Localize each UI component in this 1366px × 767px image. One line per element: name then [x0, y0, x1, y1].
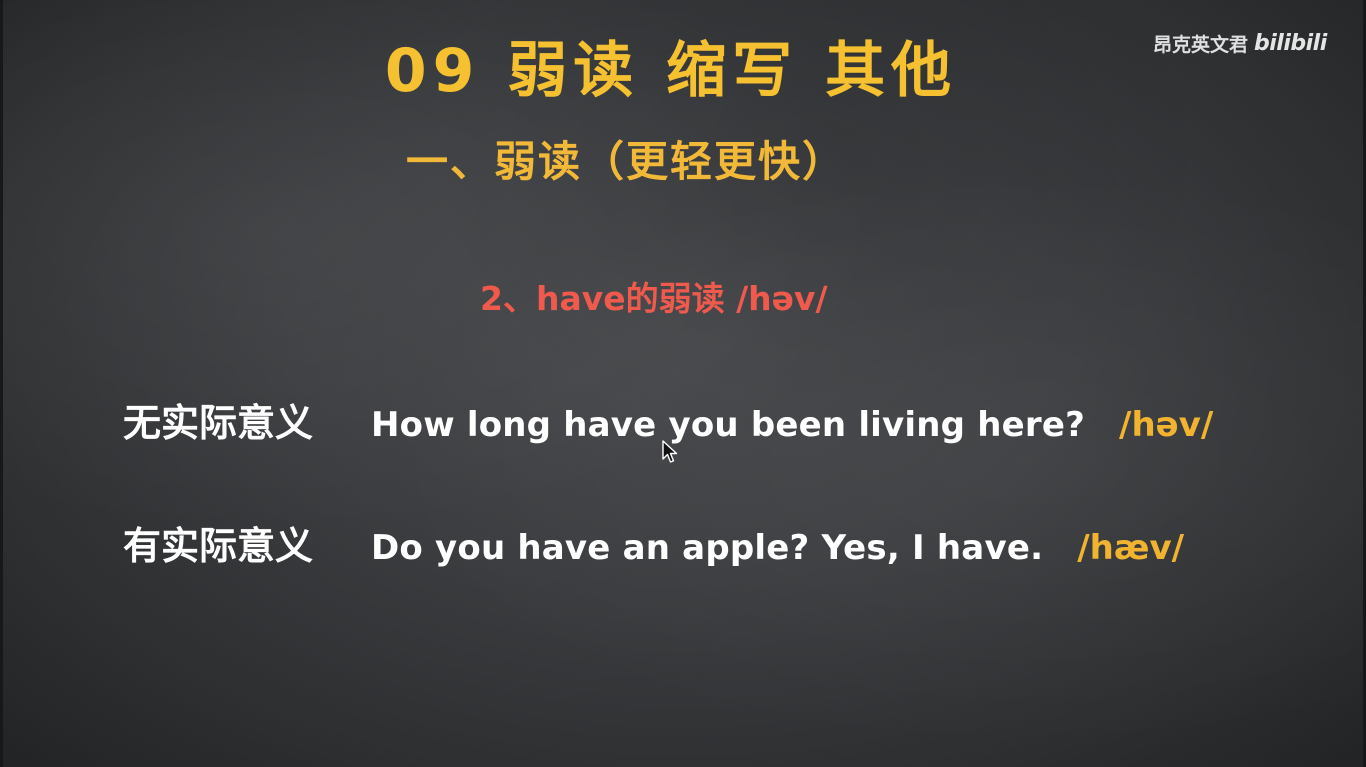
example-row-with-meaning: 有实际意义 Do you have an apple? Yes, I have.… — [123, 515, 1184, 570]
channel-name: 昂克英文君 — [1153, 34, 1249, 56]
ipa-transcription: /hæv/ — [1077, 528, 1185, 568]
example-row-no-meaning: 无实际意义 How long have you been living here… — [123, 392, 1213, 447]
slide-title: 09 弱读 缩写 其他 — [384, 36, 958, 106]
section-heading: 2、have的弱读 /həv/ — [480, 279, 828, 318]
channel-watermark: 昂克英文君 bilibili — [1153, 30, 1327, 57]
frame-left-edge — [0, 0, 3, 767]
example-sentence: How long have you been living here? — [371, 405, 1086, 445]
row-label: 有实际意义 — [123, 524, 314, 568]
mouse-pointer-icon — [662, 440, 678, 463]
frame-right-edge — [1363, 0, 1366, 767]
bilibili-logo: bilibili — [1254, 31, 1327, 56]
ipa-transcription: /həv/ — [1119, 405, 1214, 445]
slide-subtitle: 一、弱读（更轻更快） — [406, 137, 847, 186]
row-label: 无实际意义 — [123, 401, 314, 445]
example-sentence: Do you have an apple? Yes, I have. — [371, 528, 1044, 568]
